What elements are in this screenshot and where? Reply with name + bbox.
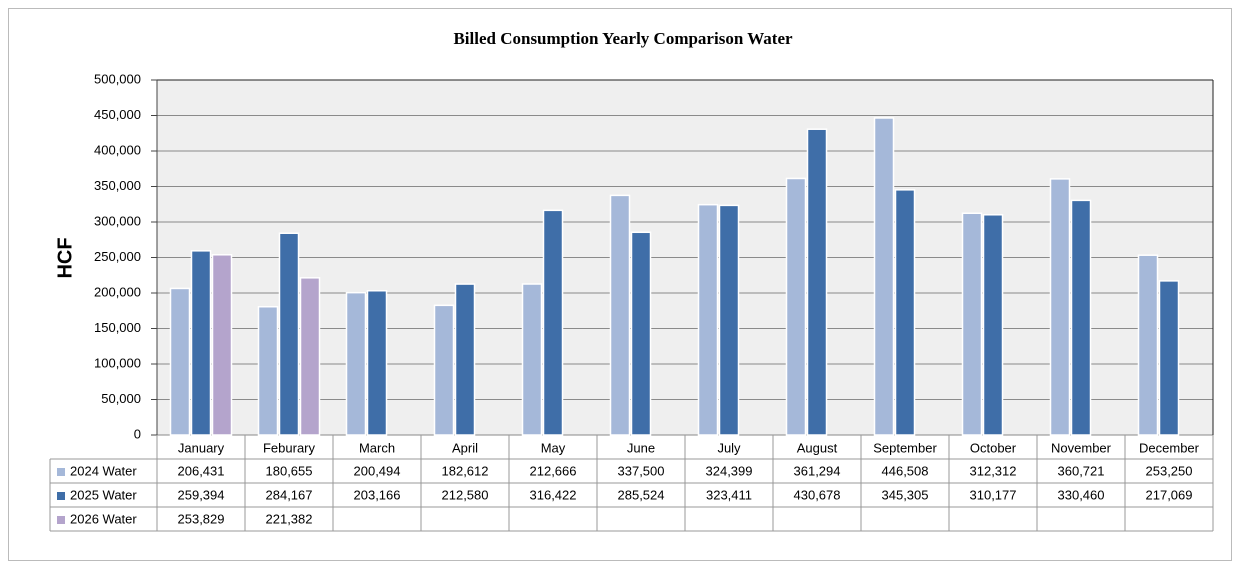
- bar: [454, 283, 476, 436]
- bar: [211, 254, 233, 436]
- data-table-cell: 285,524: [618, 487, 665, 502]
- bar: [1070, 199, 1092, 436]
- data-table-cell: 310,177: [970, 487, 1017, 502]
- chart-title: Billed Consumption Yearly Comparison Wat…: [453, 29, 793, 48]
- y-tick-label: 300,000: [94, 213, 141, 228]
- bar: [169, 287, 191, 436]
- y-tick-label: 250,000: [94, 249, 141, 264]
- data-table-cell: 221,382: [266, 511, 313, 526]
- data-table-cell: 312,312: [970, 463, 1017, 478]
- bar: [433, 304, 455, 436]
- x-tick-label: November: [1051, 440, 1112, 455]
- x-tick-label: April: [452, 440, 478, 455]
- bar: [806, 128, 828, 436]
- y-tick-label: 400,000: [94, 142, 141, 157]
- y-axis-label: HCF: [54, 237, 76, 278]
- data-table-cell: 212,580: [442, 487, 489, 502]
- x-tick-label: January: [178, 440, 225, 455]
- data-table-cell: 316,422: [530, 487, 577, 502]
- bar: [894, 189, 916, 436]
- legend-label: 2026 Water: [70, 511, 137, 526]
- data-table-cell: 180,655: [266, 463, 313, 478]
- data-table-cell: 259,394: [178, 487, 225, 502]
- bar: [299, 277, 321, 436]
- data-table-cell: 182,612: [442, 463, 489, 478]
- x-tick-label: October: [970, 440, 1017, 455]
- data-table-cell: 206,431: [178, 463, 225, 478]
- bar: [609, 194, 631, 436]
- bar: [982, 214, 1004, 436]
- x-tick-label: Feburary: [263, 440, 316, 455]
- bar: [718, 204, 740, 436]
- bar: [521, 283, 543, 436]
- data-table-cell: 446,508: [882, 463, 929, 478]
- x-tick-label: September: [873, 440, 937, 455]
- x-tick-label: May: [541, 440, 566, 455]
- y-tick-label: 150,000: [94, 320, 141, 335]
- legend-label: 2025 Water: [70, 487, 137, 502]
- data-table-cell: 200,494: [354, 463, 401, 478]
- legend-marker: [57, 492, 65, 500]
- bar: [1158, 280, 1180, 436]
- data-table-cell: 345,305: [882, 487, 929, 502]
- data-table-cell: 217,069: [1146, 487, 1193, 502]
- data-table-cell: 323,411: [706, 487, 752, 502]
- x-tick-label: July: [717, 440, 741, 455]
- bar: [630, 231, 652, 436]
- data-table-cell: 361,294: [794, 463, 841, 478]
- x-tick-label: March: [359, 440, 395, 455]
- data-table-cell: 360,721: [1058, 463, 1105, 478]
- data-table-cell: 430,678: [794, 487, 841, 502]
- data-table-cell: 253,250: [1146, 463, 1193, 478]
- bar: [785, 177, 807, 436]
- data-table-cell: 284,167: [266, 487, 313, 502]
- data-table-cell: 212,666: [530, 463, 577, 478]
- bar: [257, 305, 279, 436]
- bar: [1049, 178, 1071, 436]
- y-tick-label: 350,000: [94, 178, 141, 193]
- bar: [961, 212, 983, 436]
- legend-marker: [57, 516, 65, 524]
- y-tick-label: 200,000: [94, 284, 141, 299]
- data-table-cell: 324,399: [706, 463, 753, 478]
- bar: [190, 250, 212, 436]
- y-tick-label: 50,000: [101, 391, 141, 406]
- data-table-cell: 337,500: [618, 463, 665, 478]
- bar: [366, 290, 388, 436]
- x-tick-label: December: [1139, 440, 1200, 455]
- legend-marker: [57, 468, 65, 476]
- y-tick-label: 500,000: [94, 71, 141, 86]
- bar: [1137, 254, 1159, 436]
- y-tick-label: 0: [134, 426, 141, 441]
- bar: [345, 291, 367, 436]
- data-table-cell: 253,829: [178, 511, 225, 526]
- legend-label: 2024 Water: [70, 463, 137, 478]
- bar: [697, 203, 719, 436]
- x-tick-label: June: [627, 440, 655, 455]
- bar: [542, 209, 564, 436]
- data-table-cell: 330,460: [1058, 487, 1105, 502]
- y-tick-label: 450,000: [94, 107, 141, 122]
- bar: [278, 232, 300, 436]
- bar: [873, 117, 895, 436]
- data-table-cell: 203,166: [354, 487, 401, 502]
- y-tick-label: 100,000: [94, 355, 141, 370]
- x-tick-label: August: [797, 440, 838, 455]
